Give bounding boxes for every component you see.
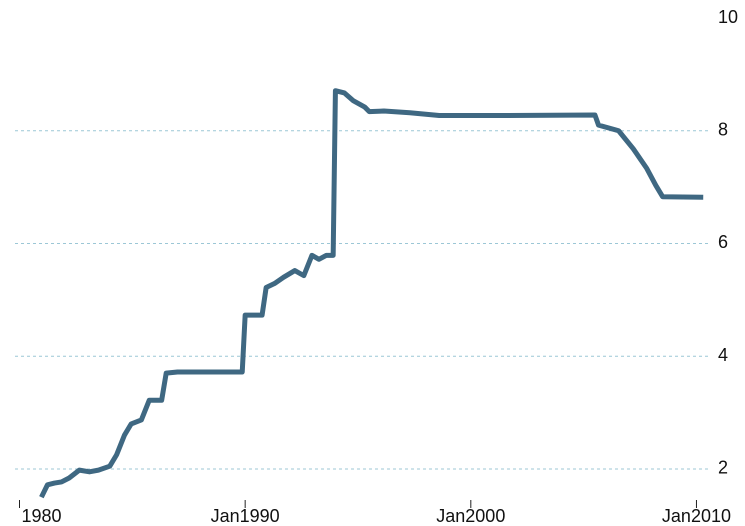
x-tick-label: Jan1990 — [211, 506, 280, 526]
data-line — [39, 88, 704, 499]
y-tick-label: 10 — [718, 7, 738, 27]
y-tick-label: 8 — [718, 119, 728, 139]
x-tick-label: Jan2010 — [662, 506, 731, 526]
y-tick-label: 2 — [718, 458, 728, 478]
y-tick-label: 6 — [718, 232, 728, 252]
x-tick-label: Jan2000 — [436, 506, 505, 526]
y-tick-label: 4 — [718, 345, 728, 365]
x-tick-label: 1980 — [22, 506, 62, 526]
